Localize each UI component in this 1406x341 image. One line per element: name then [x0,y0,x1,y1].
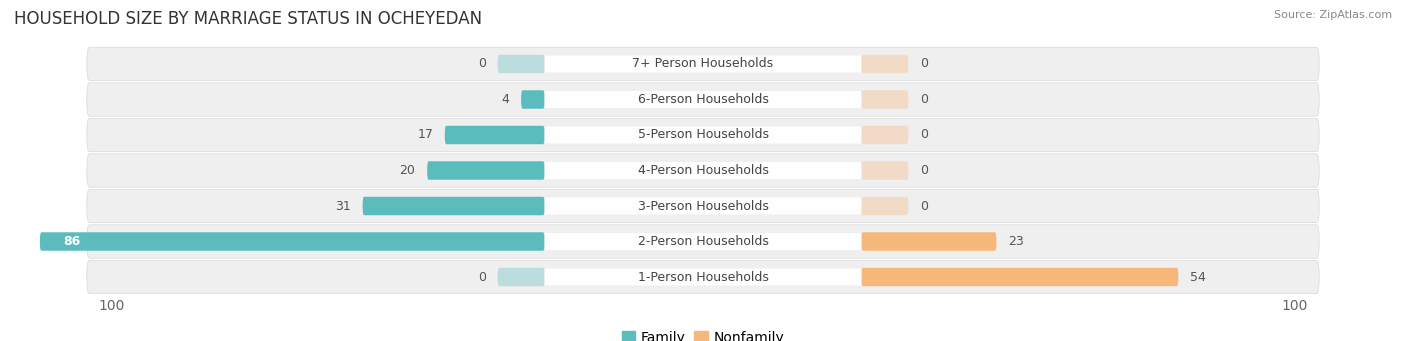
Text: 54: 54 [1189,270,1206,283]
FancyBboxPatch shape [862,126,908,144]
Text: 5-Person Households: 5-Person Households [637,129,769,142]
Text: 100: 100 [1281,299,1308,313]
Text: 7+ Person Households: 7+ Person Households [633,58,773,71]
FancyBboxPatch shape [87,189,1319,223]
Text: 0: 0 [478,270,486,283]
FancyBboxPatch shape [87,83,1319,116]
FancyBboxPatch shape [87,225,1319,258]
FancyBboxPatch shape [544,56,862,73]
Text: HOUSEHOLD SIZE BY MARRIAGE STATUS IN OCHEYEDAN: HOUSEHOLD SIZE BY MARRIAGE STATUS IN OCH… [14,10,482,28]
FancyBboxPatch shape [544,91,862,108]
Text: 4: 4 [502,93,509,106]
FancyBboxPatch shape [862,161,908,180]
FancyBboxPatch shape [544,233,862,250]
FancyBboxPatch shape [544,268,862,285]
FancyBboxPatch shape [363,197,544,215]
FancyBboxPatch shape [862,268,1178,286]
Text: 0: 0 [920,93,928,106]
FancyBboxPatch shape [39,232,544,251]
Text: 3-Person Households: 3-Person Households [637,199,769,212]
Text: 100: 100 [98,299,125,313]
FancyBboxPatch shape [522,90,544,109]
Text: 0: 0 [478,58,486,71]
FancyBboxPatch shape [87,154,1319,187]
Text: 6-Person Households: 6-Person Households [637,93,769,106]
Text: 2-Person Households: 2-Person Households [637,235,769,248]
Legend: Family, Nonfamily: Family, Nonfamily [616,325,790,341]
FancyBboxPatch shape [87,47,1319,81]
FancyBboxPatch shape [544,162,862,179]
FancyBboxPatch shape [427,161,544,180]
Text: 1-Person Households: 1-Person Households [637,270,769,283]
FancyBboxPatch shape [862,55,908,73]
FancyBboxPatch shape [862,232,997,251]
FancyBboxPatch shape [862,90,908,109]
FancyBboxPatch shape [544,197,862,214]
Text: 20: 20 [399,164,415,177]
FancyBboxPatch shape [862,197,908,215]
Text: 0: 0 [920,199,928,212]
Text: 86: 86 [63,235,80,248]
FancyBboxPatch shape [87,118,1319,152]
FancyBboxPatch shape [444,126,544,144]
Text: 0: 0 [920,164,928,177]
Text: 0: 0 [920,58,928,71]
Text: 17: 17 [418,129,433,142]
Text: Source: ZipAtlas.com: Source: ZipAtlas.com [1274,10,1392,20]
Text: 0: 0 [920,129,928,142]
FancyBboxPatch shape [498,268,544,286]
FancyBboxPatch shape [544,127,862,144]
Text: 31: 31 [335,199,352,212]
Text: 23: 23 [1008,235,1024,248]
FancyBboxPatch shape [498,55,544,73]
FancyBboxPatch shape [87,260,1319,294]
Text: 4-Person Households: 4-Person Households [637,164,769,177]
